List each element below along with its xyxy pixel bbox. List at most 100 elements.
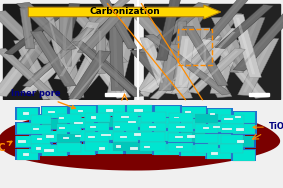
Bar xyxy=(190,16,234,66)
Bar xyxy=(72,46,97,91)
Bar xyxy=(78,17,120,61)
Bar xyxy=(171,28,244,94)
Bar xyxy=(29,143,53,153)
Bar xyxy=(112,112,140,122)
Bar xyxy=(158,44,180,91)
Bar xyxy=(125,105,154,116)
PathPatch shape xyxy=(0,108,280,171)
Bar xyxy=(96,117,125,128)
Bar xyxy=(62,16,67,64)
Bar xyxy=(0,48,68,107)
Bar xyxy=(111,45,127,93)
Bar xyxy=(231,136,256,148)
Bar xyxy=(74,53,104,96)
Bar xyxy=(195,133,218,143)
Bar xyxy=(63,137,69,139)
Bar xyxy=(231,123,257,135)
Bar xyxy=(15,107,40,120)
Bar xyxy=(178,29,212,65)
Bar xyxy=(0,45,38,93)
Bar xyxy=(140,142,166,151)
Bar xyxy=(160,0,177,57)
Bar xyxy=(42,131,67,142)
Bar xyxy=(161,44,185,96)
Bar xyxy=(115,126,120,128)
Bar xyxy=(155,106,180,117)
Bar xyxy=(153,105,182,117)
Bar xyxy=(111,142,139,152)
Bar xyxy=(168,48,211,91)
Bar xyxy=(128,121,136,123)
Bar xyxy=(243,41,272,92)
Bar xyxy=(249,93,269,96)
Bar xyxy=(55,4,80,57)
Bar xyxy=(59,10,108,68)
Bar xyxy=(174,36,195,88)
Bar xyxy=(222,128,231,130)
Bar xyxy=(175,136,183,138)
Bar xyxy=(97,16,133,72)
Bar xyxy=(211,152,218,155)
Bar xyxy=(23,10,30,47)
Bar xyxy=(84,112,111,123)
Bar xyxy=(2,52,61,104)
Bar xyxy=(147,38,212,89)
Bar xyxy=(162,45,218,94)
Bar xyxy=(126,130,152,140)
Bar xyxy=(154,144,179,155)
Bar xyxy=(85,113,110,122)
Bar xyxy=(96,29,106,74)
Bar xyxy=(210,40,239,94)
Bar xyxy=(56,123,82,133)
Bar xyxy=(28,31,87,83)
Bar xyxy=(210,113,215,115)
Bar xyxy=(15,136,41,148)
Bar xyxy=(233,136,254,147)
Bar xyxy=(59,127,65,129)
Bar xyxy=(48,111,55,113)
Bar xyxy=(150,39,221,99)
Bar xyxy=(235,116,241,118)
Bar xyxy=(78,110,83,112)
Bar xyxy=(17,149,38,160)
Bar xyxy=(57,143,81,152)
Bar xyxy=(29,124,53,134)
Bar xyxy=(56,113,82,124)
Bar xyxy=(69,37,141,93)
Bar xyxy=(70,63,104,103)
Bar xyxy=(218,144,245,154)
Bar xyxy=(221,115,244,124)
Bar xyxy=(36,34,69,83)
Bar xyxy=(77,8,130,53)
Bar xyxy=(195,114,218,123)
Bar xyxy=(220,114,246,125)
Bar xyxy=(83,132,111,142)
Bar xyxy=(120,136,127,138)
Bar xyxy=(125,129,153,141)
Bar xyxy=(68,51,111,99)
Bar xyxy=(140,132,165,142)
Bar xyxy=(42,107,67,118)
FancyArrow shape xyxy=(28,5,221,19)
Bar xyxy=(59,117,64,119)
Bar xyxy=(60,25,93,76)
Bar xyxy=(76,41,133,90)
Bar xyxy=(182,107,206,118)
Bar xyxy=(31,144,51,153)
Bar xyxy=(33,128,39,130)
Bar xyxy=(91,126,96,128)
Bar xyxy=(139,132,167,142)
Bar xyxy=(224,118,233,120)
Bar xyxy=(145,5,202,50)
Bar xyxy=(0,14,50,61)
Bar xyxy=(180,106,207,118)
Bar xyxy=(60,43,77,95)
Bar xyxy=(70,118,94,128)
Bar xyxy=(140,34,221,93)
Bar xyxy=(96,143,125,154)
Bar xyxy=(91,0,137,49)
Bar xyxy=(233,12,283,71)
Bar xyxy=(54,22,100,80)
Bar xyxy=(152,143,181,155)
Bar xyxy=(99,31,101,71)
